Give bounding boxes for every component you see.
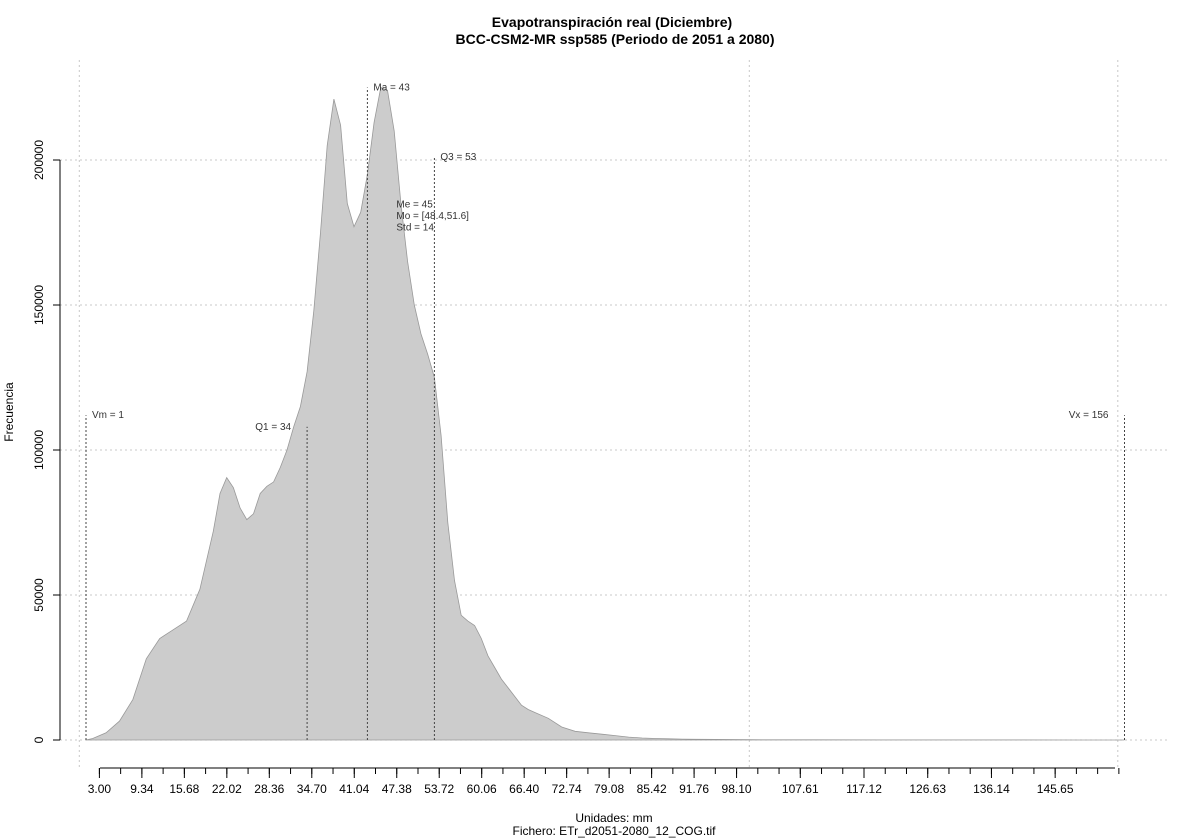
chart-title: Evapotranspiración real (Diciembre) (492, 14, 732, 30)
vline-q1-label: Q1 = 34 (255, 422, 291, 433)
x-tick-label-8: 53.72 (424, 782, 454, 796)
vline-ma-extra-label-1: Mo = [48.4,51.6] (396, 211, 469, 222)
frequency-area (85, 86, 1125, 741)
x-tick-label-17: 117.12 (846, 782, 882, 796)
vline-ma-extra-label-0: Me = 45 (396, 200, 433, 211)
x-axis: 3.00 9.34 15.68 22.02 28.36 34.70 41.04 47.38 53… (88, 767, 1120, 796)
x-tick-label-19: 136.14 (973, 782, 1010, 796)
x-axis-title: Unidades: mm (575, 811, 652, 825)
x-tick-label-4: 28.36 (254, 782, 284, 796)
file-label: Fichero: ETr_d2051-2080_12_COG.tif (513, 824, 717, 838)
y-tick-label-1: 50000 (32, 578, 46, 612)
x-tick-label-6: 41.04 (339, 782, 369, 796)
x-tick-label-18: 126.63 (909, 782, 946, 796)
x-tick-label-7: 47.38 (382, 782, 412, 796)
chart-subtitle: BCC-CSM2-MR ssp585 (Periodo de 2051 a 20… (456, 31, 775, 47)
y-tick-label-2: 100000 (32, 430, 46, 470)
x-tick-label-15: 98.10 (722, 782, 752, 796)
x-tick-label-3: 22.02 (212, 782, 242, 796)
x-tick-label-1: 9.34 (130, 782, 154, 796)
x-tick-label-13: 85.42 (637, 782, 667, 796)
vline-ma-extra-label-2: Std = 14 (396, 223, 434, 234)
y-axis: 0 50000 100000 150000 200000 (32, 140, 61, 743)
vline-ma-label: Ma = 43 (373, 83, 410, 94)
vline-vm-label: Vm = 1 (92, 410, 124, 421)
x-tick-label-16: 107.61 (782, 782, 819, 796)
x-tick-label-2: 15.68 (169, 782, 199, 796)
y-axis-title: Frecuencia (2, 382, 16, 442)
vline-vx-label: Vx = 156 (1069, 410, 1109, 421)
x-tick-label-14: 91.76 (679, 782, 709, 796)
vline-q3-label: Q3 = 53 (440, 152, 476, 163)
x-tick-label-11: 72.74 (552, 782, 582, 796)
x-tick-label-20: 145.65 (1037, 782, 1074, 796)
y-tick-label-0: 0 (32, 736, 46, 743)
y-tick-label-4: 200000 (32, 140, 46, 180)
x-tick-label-0: 3.00 (88, 782, 112, 796)
y-tick-label-3: 150000 (32, 285, 46, 325)
x-tick-label-9: 60.06 (467, 782, 497, 796)
x-tick-label-12: 79.08 (594, 782, 624, 796)
x-tick-label-5: 34.70 (297, 782, 327, 796)
x-tick-label-10: 66.40 (509, 782, 539, 796)
